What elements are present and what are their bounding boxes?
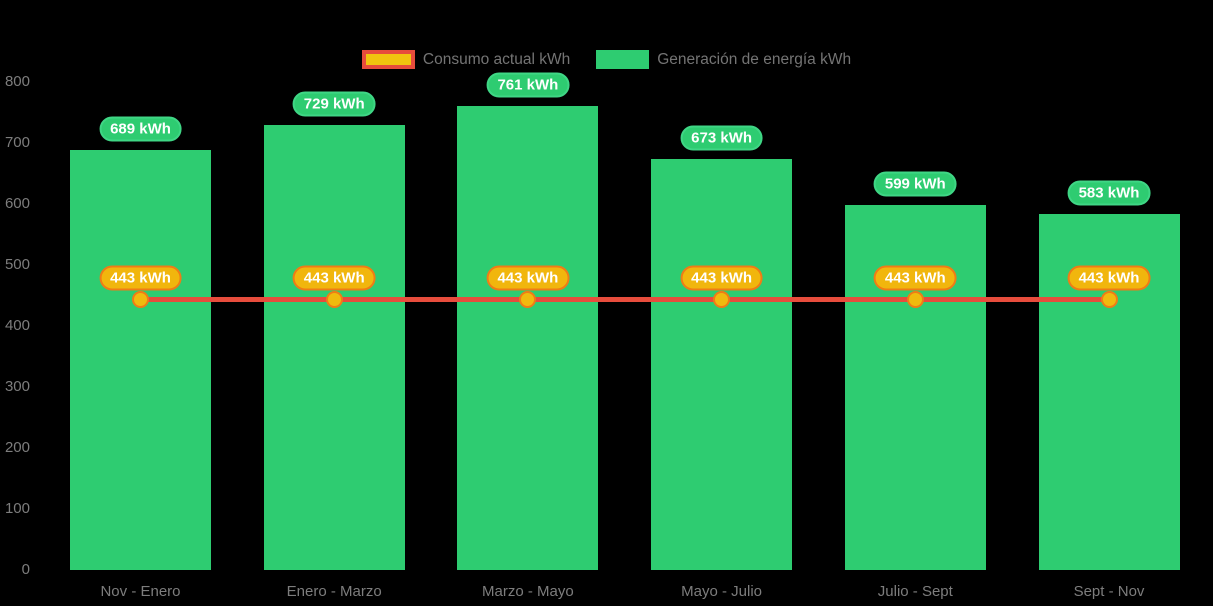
consumption-point[interactable]: [906, 291, 924, 309]
y-tick-label: 300: [4, 378, 30, 395]
y-tick-label: 600: [4, 195, 30, 212]
generation-bar[interactable]: [70, 149, 211, 570]
consumption-value-badge: 443 kWh: [1067, 265, 1151, 291]
legend-swatch: [361, 50, 415, 69]
generation-value-badge: 599 kWh: [873, 171, 957, 197]
generation-bar[interactable]: [844, 204, 986, 570]
consumption-point[interactable]: [1100, 291, 1118, 309]
generation-value-badge: 761 kWh: [486, 72, 570, 98]
consumption-value-badge: 443 kWh: [99, 265, 182, 291]
y-tick-label: 400: [4, 317, 30, 334]
generation-value-badge: 689 kWh: [99, 116, 182, 142]
y-tick-label: 500: [4, 256, 30, 273]
legend-label: Generación de energía kWh: [657, 50, 852, 68]
x-tick-label: Sept - Nov: [1073, 583, 1145, 600]
generation-bar[interactable]: [651, 159, 793, 570]
x-tick-label: Julio - Sept: [877, 583, 953, 600]
generation-bar[interactable]: [457, 105, 599, 570]
legend-item[interactable]: Consumo actual kWh: [361, 50, 571, 69]
consumption-point[interactable]: [519, 291, 537, 309]
consumption-value-badge: 443 kWh: [486, 265, 570, 291]
consumption-value-badge: 443 kWh: [873, 265, 957, 291]
legend-label: Consumo actual kWh: [422, 50, 571, 68]
x-tick-label: Enero - Marzo: [286, 583, 382, 600]
y-tick-label: 200: [4, 439, 30, 456]
legend-swatch: [596, 50, 650, 69]
y-tick-label: 0: [21, 561, 30, 578]
x-tick-label: Mayo - Julio: [681, 583, 763, 600]
x-tick-label: Nov - Enero: [100, 583, 181, 600]
generation-value-badge: 729 kWh: [292, 91, 376, 117]
chart-legend: Consumo actual kWh Generación de energía …: [0, 50, 1213, 69]
y-tick-label: 700: [4, 134, 30, 151]
legend-item[interactable]: Generación de energía kWh: [596, 50, 851, 69]
y-tick-label: 100: [4, 500, 30, 517]
x-tick-label: Marzo - Mayo: [482, 583, 574, 600]
consumption-point[interactable]: [713, 291, 731, 309]
consumption-point[interactable]: [325, 291, 343, 309]
y-tick-label: 800: [4, 73, 30, 90]
consumption-value-badge: 443 kWh: [680, 265, 764, 291]
consumption-line: [140, 297, 1109, 303]
generation-value-badge: 673 kWh: [680, 125, 764, 151]
consumption-point[interactable]: [132, 291, 149, 309]
generation-value-badge: 583 kWh: [1067, 180, 1151, 206]
generation-bar[interactable]: [263, 125, 405, 570]
consumption-value-badge: 443 kWh: [292, 265, 376, 291]
